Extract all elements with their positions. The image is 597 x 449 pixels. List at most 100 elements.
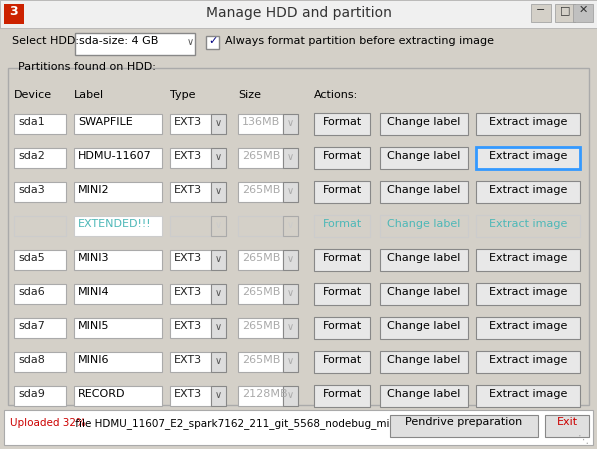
FancyBboxPatch shape bbox=[380, 249, 468, 271]
FancyBboxPatch shape bbox=[283, 386, 298, 406]
Text: MINI5: MINI5 bbox=[78, 321, 109, 331]
Text: RECORD: RECORD bbox=[78, 389, 125, 399]
Text: MINI3: MINI3 bbox=[78, 253, 109, 263]
FancyBboxPatch shape bbox=[476, 215, 580, 237]
FancyBboxPatch shape bbox=[170, 182, 211, 202]
Text: sda5: sda5 bbox=[18, 253, 45, 263]
FancyBboxPatch shape bbox=[170, 148, 211, 168]
FancyBboxPatch shape bbox=[283, 182, 298, 202]
FancyBboxPatch shape bbox=[0, 28, 597, 66]
Text: ⋱: ⋱ bbox=[578, 435, 589, 445]
Text: ∨: ∨ bbox=[214, 254, 221, 264]
Text: ∨: ∨ bbox=[287, 356, 294, 366]
Text: EXT3: EXT3 bbox=[174, 117, 202, 127]
FancyBboxPatch shape bbox=[14, 284, 66, 304]
Text: EXT3: EXT3 bbox=[174, 355, 202, 365]
FancyBboxPatch shape bbox=[283, 352, 298, 372]
FancyBboxPatch shape bbox=[380, 385, 468, 407]
Text: Format: Format bbox=[322, 151, 362, 161]
FancyBboxPatch shape bbox=[314, 283, 370, 305]
FancyBboxPatch shape bbox=[8, 68, 589, 405]
Text: sda-size: 4 GB: sda-size: 4 GB bbox=[79, 36, 158, 46]
FancyBboxPatch shape bbox=[283, 318, 298, 338]
Text: Extract image: Extract image bbox=[489, 185, 567, 195]
Text: Label: Label bbox=[74, 90, 104, 100]
FancyBboxPatch shape bbox=[380, 283, 468, 305]
FancyBboxPatch shape bbox=[14, 114, 66, 134]
FancyBboxPatch shape bbox=[238, 216, 283, 236]
FancyBboxPatch shape bbox=[238, 318, 283, 338]
Text: Change label: Change label bbox=[387, 287, 461, 297]
FancyBboxPatch shape bbox=[238, 114, 283, 134]
FancyBboxPatch shape bbox=[74, 182, 162, 202]
Text: Change label: Change label bbox=[387, 117, 461, 127]
Text: EXT3: EXT3 bbox=[174, 151, 202, 161]
Text: Format: Format bbox=[322, 321, 362, 331]
FancyBboxPatch shape bbox=[314, 351, 370, 373]
Text: ∨: ∨ bbox=[287, 288, 294, 298]
Text: ∨: ∨ bbox=[287, 186, 294, 196]
Text: EXTENDED!!!: EXTENDED!!! bbox=[78, 219, 152, 229]
Text: HDMU-11607: HDMU-11607 bbox=[78, 151, 152, 161]
Text: 265MB: 265MB bbox=[242, 185, 281, 195]
FancyBboxPatch shape bbox=[314, 385, 370, 407]
FancyBboxPatch shape bbox=[314, 249, 370, 271]
FancyBboxPatch shape bbox=[476, 113, 580, 135]
FancyBboxPatch shape bbox=[380, 113, 468, 135]
FancyBboxPatch shape bbox=[573, 4, 593, 22]
Text: Pendrive preparation: Pendrive preparation bbox=[405, 417, 522, 427]
Text: MINI2: MINI2 bbox=[78, 185, 110, 195]
Text: ∨: ∨ bbox=[287, 322, 294, 332]
Text: ∨: ∨ bbox=[287, 118, 294, 128]
FancyBboxPatch shape bbox=[238, 386, 283, 406]
Text: Exit: Exit bbox=[556, 417, 577, 427]
Text: Extract image: Extract image bbox=[489, 287, 567, 297]
FancyBboxPatch shape bbox=[380, 317, 468, 339]
Text: ✕: ✕ bbox=[578, 5, 587, 15]
FancyBboxPatch shape bbox=[238, 284, 283, 304]
FancyBboxPatch shape bbox=[283, 114, 298, 134]
FancyBboxPatch shape bbox=[170, 114, 211, 134]
FancyBboxPatch shape bbox=[211, 352, 226, 372]
Text: Format: Format bbox=[322, 185, 362, 195]
FancyBboxPatch shape bbox=[211, 182, 226, 202]
Text: MINI4: MINI4 bbox=[78, 287, 110, 297]
FancyBboxPatch shape bbox=[283, 148, 298, 168]
FancyBboxPatch shape bbox=[14, 148, 66, 168]
Text: ∨: ∨ bbox=[287, 390, 294, 400]
Text: EXT3: EXT3 bbox=[174, 287, 202, 297]
FancyBboxPatch shape bbox=[555, 4, 575, 22]
Text: ✓: ✓ bbox=[208, 36, 217, 46]
FancyBboxPatch shape bbox=[170, 284, 211, 304]
FancyBboxPatch shape bbox=[314, 215, 370, 237]
Text: sda6: sda6 bbox=[18, 287, 45, 297]
Text: ∨: ∨ bbox=[214, 356, 221, 366]
FancyBboxPatch shape bbox=[170, 216, 211, 236]
Text: Change label: Change label bbox=[387, 321, 461, 331]
Text: sda2: sda2 bbox=[18, 151, 45, 161]
Text: ∨: ∨ bbox=[287, 220, 294, 230]
Text: EXT3: EXT3 bbox=[174, 321, 202, 331]
FancyBboxPatch shape bbox=[380, 147, 468, 169]
Text: Extract image: Extract image bbox=[489, 117, 567, 127]
Text: Extract image: Extract image bbox=[489, 355, 567, 365]
FancyBboxPatch shape bbox=[476, 351, 580, 373]
FancyBboxPatch shape bbox=[4, 410, 593, 445]
FancyBboxPatch shape bbox=[211, 386, 226, 406]
Text: sda3: sda3 bbox=[18, 185, 45, 195]
FancyBboxPatch shape bbox=[74, 114, 162, 134]
Text: □: □ bbox=[560, 5, 570, 15]
Text: Uploaded 32%: Uploaded 32% bbox=[10, 418, 86, 428]
FancyBboxPatch shape bbox=[211, 284, 226, 304]
FancyBboxPatch shape bbox=[74, 250, 162, 270]
FancyBboxPatch shape bbox=[531, 4, 551, 22]
Text: 3: 3 bbox=[10, 5, 19, 18]
Text: ∨: ∨ bbox=[214, 220, 221, 230]
FancyBboxPatch shape bbox=[75, 33, 195, 55]
Text: 265MB: 265MB bbox=[242, 253, 281, 263]
Text: Change label: Change label bbox=[387, 185, 461, 195]
Text: Format: Format bbox=[322, 287, 362, 297]
Text: Extract image: Extract image bbox=[489, 151, 567, 161]
FancyBboxPatch shape bbox=[74, 284, 162, 304]
Text: Extract image: Extract image bbox=[489, 321, 567, 331]
